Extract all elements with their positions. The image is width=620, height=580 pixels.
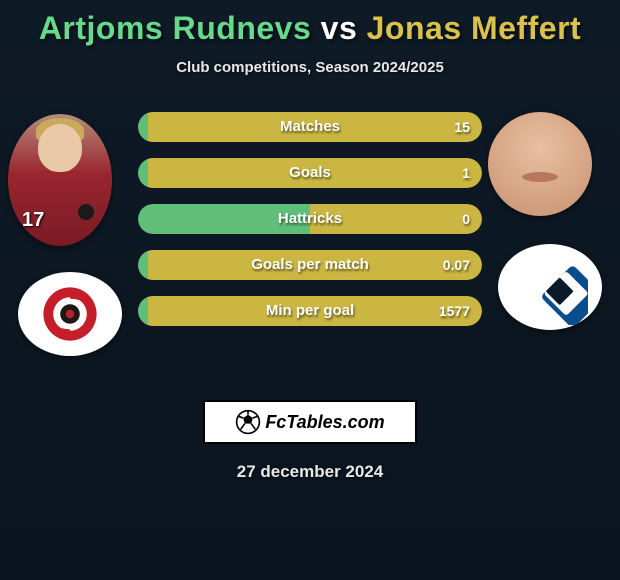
soccer-ball-icon: [235, 409, 261, 435]
player1-name: Artjoms Rudnevs: [39, 10, 311, 46]
comparison-body: 17 Matches15 Goals1 Hattricks0 Goals per ma…: [0, 112, 620, 372]
footer-date: 27 december 2024: [0, 462, 620, 482]
stat-row: Goals per match0.07: [138, 250, 482, 280]
stat-label: Hattricks: [138, 204, 482, 234]
vs-word: vs: [321, 10, 358, 46]
stat-label: Matches: [138, 112, 482, 142]
hurricane-logo-icon: [35, 279, 105, 349]
player1-club-logo: [18, 272, 122, 356]
stat-row: Min per goal1577: [138, 296, 482, 326]
player1-jersey-number: 17: [22, 209, 44, 232]
footer-brand-text: FcTables.com: [265, 412, 384, 433]
stat-value-right: 0.07: [431, 250, 482, 280]
subtitle: Club competitions, Season 2024/2025: [0, 59, 620, 76]
player1-badge: [78, 204, 94, 220]
stat-label: Goals: [138, 158, 482, 188]
stat-value-right: 1577: [427, 296, 482, 326]
stat-value-right: 15: [442, 112, 482, 142]
footer-brand: FcTables.com: [203, 400, 417, 444]
hsv-logo-icon: [512, 249, 588, 325]
player2-avatar: [488, 112, 592, 216]
comparison-title: Artjoms Rudnevs vs Jonas Meffert: [0, 0, 620, 47]
player2-name: Jonas Meffert: [367, 10, 582, 46]
stat-row: Hattricks0: [138, 204, 482, 234]
player1-avatar: 17: [8, 114, 112, 246]
player1-hair: [36, 118, 84, 144]
stat-value-right: 1: [450, 158, 482, 188]
stat-row: Matches15: [138, 112, 482, 142]
player2-club-logo: [498, 244, 602, 330]
stat-row: Goals1: [138, 158, 482, 188]
stats-list: Matches15 Goals1 Hattricks0 Goals per match…: [138, 112, 482, 342]
stat-value-right: 0: [450, 204, 482, 234]
